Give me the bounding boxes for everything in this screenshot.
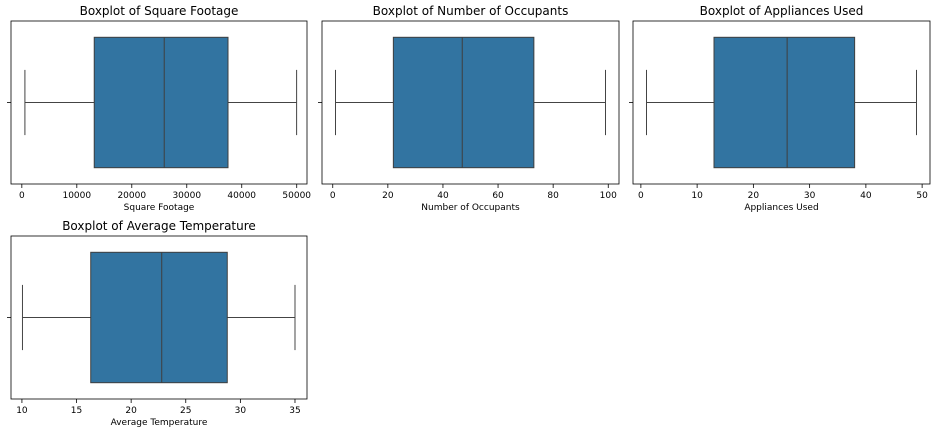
x-tick-label: 35	[289, 406, 300, 416]
x-tick-label: 100	[600, 191, 617, 201]
x-tick-label: 50000	[282, 191, 311, 201]
x-tick-label: 0	[638, 191, 644, 201]
subplot-4: Boxplot of Average Temperature 10 15 20 25 30…	[7, 219, 308, 428]
box-iqr	[392, 36, 535, 169]
x-tick-label: 20000	[117, 191, 146, 201]
box-iqr	[93, 36, 229, 169]
x-tick-label: 20	[125, 406, 137, 416]
x-tick-label: 30	[804, 191, 816, 201]
x-tick-label: 0	[330, 191, 336, 201]
subplot-3: Boxplot of Appliances Used 0 10 20 30 40 50 App…	[629, 4, 931, 213]
x-tick-label: 10000	[62, 191, 91, 201]
subplot-1: Boxplot of Square Footage 0 10000 20000 3000…	[7, 4, 311, 213]
x-tick-label: 50	[916, 191, 928, 201]
subplot-2: Boxplot of Number of Occupants 0 20 40 60 80 1…	[318, 4, 620, 213]
x-tick-label: 40000	[227, 191, 256, 201]
subplot-title: Boxplot of Square Footage	[80, 4, 239, 18]
box-iqr	[713, 36, 856, 169]
x-tick-label: 0	[19, 191, 25, 201]
x-axis-label: Number of Occupants	[421, 203, 520, 213]
x-tick-label: 30	[235, 406, 247, 416]
subplot-title: Boxplot of Appliances Used	[700, 4, 864, 18]
x-tick-label: 40	[437, 191, 449, 201]
x-tick-label: 10	[691, 191, 703, 201]
subplot-title: Boxplot of Average Temperature	[62, 219, 256, 233]
x-tick-label: 30000	[172, 191, 201, 201]
x-tick-label: 20	[382, 191, 394, 201]
subplot-title: Boxplot of Number of Occupants	[373, 4, 569, 18]
x-axis-label: Appliances Used	[744, 203, 818, 213]
x-tick-label: 15	[71, 406, 82, 416]
x-tick-label: 80	[547, 191, 559, 201]
x-axis-label: Square Footage	[124, 203, 195, 213]
x-tick-label: 60	[492, 191, 504, 201]
x-tick-label: 40	[860, 191, 872, 201]
box-iqr	[90, 251, 228, 384]
x-tick-label: 10	[16, 406, 28, 416]
x-tick-label: 25	[180, 406, 191, 416]
x-tick-label: 20	[748, 191, 760, 201]
x-axis-label: Average Temperature	[111, 418, 208, 428]
